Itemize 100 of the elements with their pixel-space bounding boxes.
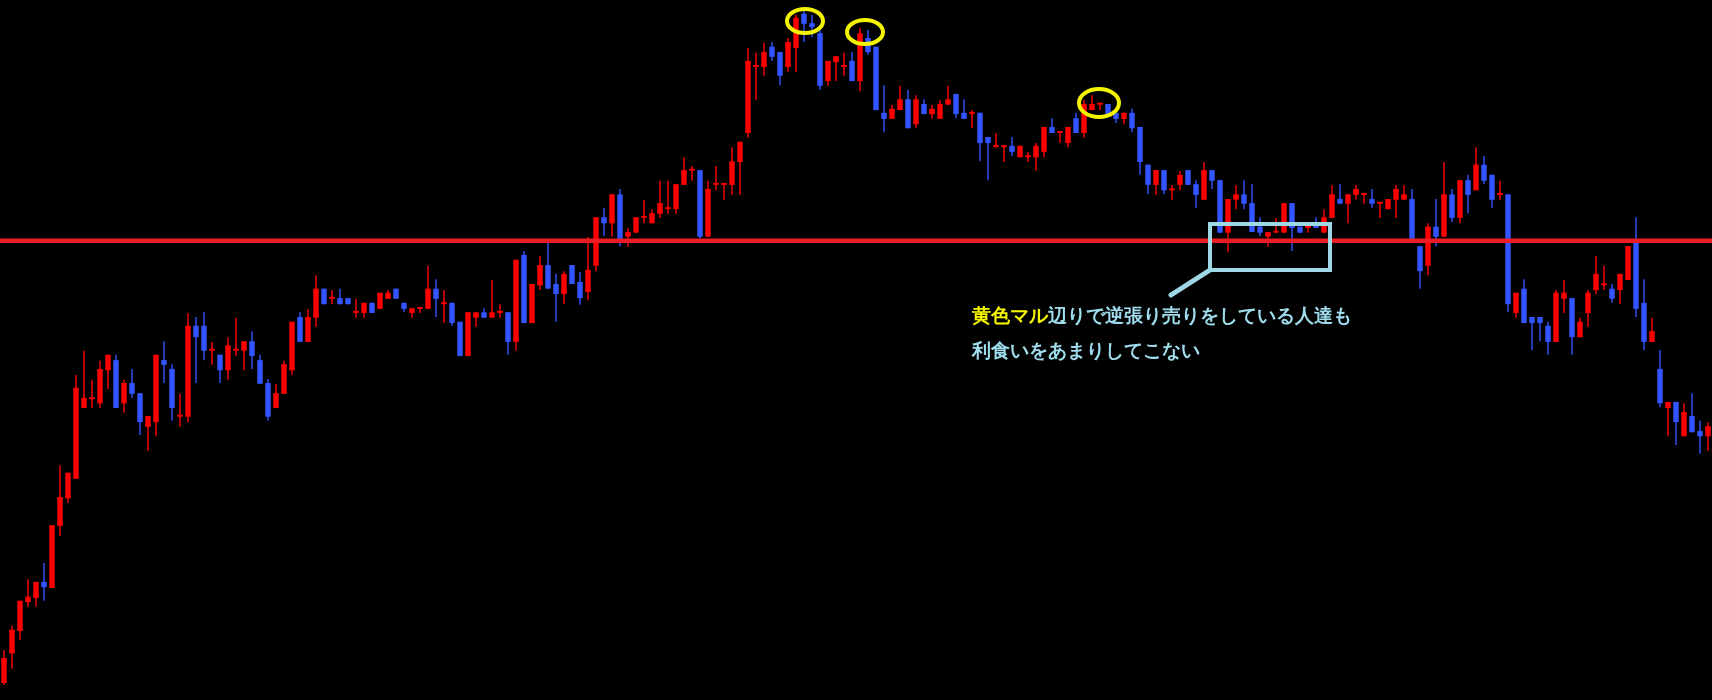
candlestick (1169, 184, 1175, 201)
candlestick (9, 624, 15, 670)
candlestick (1337, 183, 1343, 205)
candlestick (425, 265, 431, 310)
candlestick (1305, 225, 1311, 234)
candlestick (841, 52, 847, 77)
candlestick (1433, 198, 1439, 247)
candlestick (1377, 201, 1383, 219)
candlestick (353, 298, 359, 319)
candlestick (833, 55, 839, 82)
candlestick (729, 146, 735, 196)
candlestick (1537, 316, 1543, 342)
candlestick (809, 14, 815, 38)
candlestick (217, 354, 223, 384)
candlestick (1705, 421, 1711, 452)
candlestick (777, 51, 783, 86)
candlestick (769, 41, 775, 62)
candlestick (161, 340, 167, 384)
candlestick (753, 52, 759, 101)
candlestick (81, 350, 87, 409)
candlestick (105, 354, 111, 390)
candlestick (1001, 145, 1007, 163)
candlestick (1177, 170, 1183, 191)
candlestick (1665, 401, 1671, 437)
candlestick (241, 340, 247, 371)
candlestick (121, 378, 127, 414)
candlestick (1057, 130, 1063, 144)
candlestick (497, 303, 503, 319)
candlestick (825, 60, 831, 87)
candlestick (249, 330, 255, 370)
candlestick (897, 85, 903, 111)
candlestick (993, 132, 999, 148)
candlestick (145, 415, 151, 452)
candlestick (273, 383, 279, 409)
candlestick (1529, 316, 1535, 351)
candlestick (801, 10, 807, 43)
candlestick (577, 271, 583, 306)
candlestick (761, 41, 767, 77)
candlestick (33, 581, 39, 608)
annotation: 辺りで逆張り売りをしている人達も (1048, 304, 1352, 326)
candlestick (89, 378, 95, 409)
candlestick (969, 109, 975, 129)
candlestick (1697, 420, 1703, 455)
candlestick (441, 289, 447, 324)
candlestick (569, 264, 575, 285)
candlestick (665, 180, 671, 215)
candlestick (193, 316, 199, 384)
candlestick (1097, 102, 1103, 111)
candlestick (1241, 179, 1247, 210)
candlestick (641, 199, 647, 225)
candlestick (233, 316, 239, 357)
candlestick (1561, 279, 1567, 314)
candlestick (25, 578, 31, 608)
candlestick (1481, 155, 1487, 185)
candlestick (1129, 108, 1135, 134)
candlestick (1593, 254, 1599, 295)
candlestick (585, 236, 591, 301)
candlestick (945, 85, 951, 106)
candlestick (689, 165, 695, 182)
candlestick (1033, 142, 1039, 172)
candlestick (1513, 292, 1519, 319)
candlestick (1585, 289, 1591, 328)
candlestick (561, 270, 567, 305)
annotation: 利食いをあまりしてこない (972, 338, 1200, 362)
candlestick (681, 156, 687, 186)
candlestick (1361, 193, 1367, 205)
candlestick (1145, 163, 1151, 196)
candlestick (657, 180, 663, 219)
candlestick (1609, 283, 1615, 304)
candlestick (1073, 112, 1079, 134)
candlestick (1673, 401, 1679, 446)
candlestick (41, 562, 47, 602)
candlestick (1209, 169, 1215, 190)
candlestick (1345, 193, 1351, 225)
candlestick (417, 306, 423, 314)
candlestick (1193, 179, 1199, 209)
annotation: 黄色マル (972, 304, 1048, 326)
candlestick (1545, 321, 1551, 356)
candlestick (849, 51, 855, 82)
candlestick (257, 354, 263, 385)
candlestick (129, 368, 135, 399)
candlestick (1601, 265, 1607, 291)
candlestick (537, 254, 543, 291)
candlestick (601, 207, 607, 237)
candlestick (721, 182, 727, 201)
candlestick (1329, 184, 1335, 219)
candlestick (1233, 184, 1239, 210)
candlestick (1369, 188, 1375, 209)
candlestick (1009, 136, 1015, 157)
candlestick (929, 103, 935, 120)
candlestick (881, 84, 887, 134)
candlestick (1449, 188, 1455, 223)
candlestick (177, 393, 183, 428)
candlestick (713, 165, 719, 191)
candlestick (553, 273, 559, 323)
candlestick (625, 227, 631, 248)
candlestick (1689, 392, 1695, 433)
candlestick (937, 99, 943, 120)
candlestick (329, 289, 335, 305)
candlestick (1025, 151, 1031, 163)
